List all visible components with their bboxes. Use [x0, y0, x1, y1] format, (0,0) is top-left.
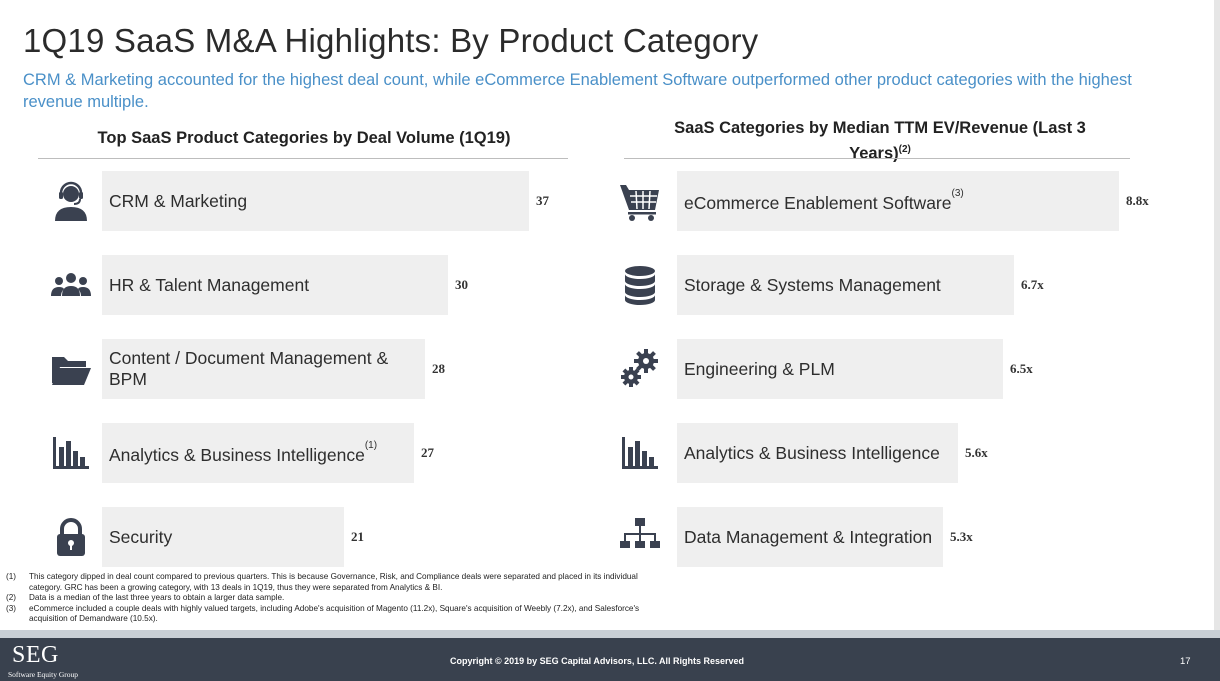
left-chart-title: Top SaaS Product Categories by Deal Volu… [40, 128, 568, 149]
right-chart-rule [624, 158, 1130, 159]
right-chart-bar [677, 339, 1003, 399]
left-chart-bar [102, 423, 414, 483]
right-chart-bar [677, 255, 1014, 315]
left-chart-bar [102, 255, 448, 315]
shopping-cart-icon [618, 179, 662, 223]
right-chart-value-label: 6.5x [1010, 361, 1033, 376]
right-chart-value-label: 6.7x [1021, 277, 1044, 292]
footnote-1-number: (1) [6, 572, 17, 581]
right-chart-category-label: Analytics & Business Intelligence [684, 442, 940, 463]
left-chart-rule [38, 158, 568, 159]
right-chart-category-label: Engineering & PLM [684, 358, 835, 379]
seg-logo-subtitle: Software Equity Group [8, 670, 78, 679]
gears-icon [618, 347, 662, 391]
footnotes: (1) This category dipped in deal count c… [6, 572, 666, 625]
left-chart-bar [102, 339, 425, 399]
headset-user-icon [49, 179, 93, 223]
right-chart-category-label: Data Management & Integration [684, 526, 933, 547]
right-chart-title-sup: (2) [898, 144, 911, 155]
footnote-2-number: (2) [6, 593, 17, 602]
left-chart-value-label: 30 [455, 277, 468, 292]
footnote-3-text: eCommerce included a couple deals with h… [29, 603, 640, 624]
right-edge-strip [1214, 0, 1220, 640]
footer-bar [0, 638, 1220, 681]
users-group-icon [49, 263, 93, 307]
database-icon [618, 263, 662, 307]
left-chart-category-label: Content / Document Management & BPM [109, 348, 389, 389]
left-chart-bar [102, 171, 529, 231]
lock-icon [49, 515, 93, 559]
left-chart-title-text: Top SaaS Product Categories by Deal Volu… [97, 129, 511, 147]
copyright-text: Copyright © 2019 by SEG Capital Advisors… [450, 656, 745, 666]
right-chart-bar [677, 171, 1119, 231]
right-chart-bar [677, 507, 943, 567]
left-chart-value-label: 37 [536, 193, 549, 208]
left-chart-value-label: 27 [421, 445, 434, 460]
right-chart-category-label: Storage & Systems Management [684, 274, 941, 295]
right-chart-title-text: SaaS Categories by Median TTM EV/Revenue… [674, 119, 1086, 163]
right-chart-value-label: 5.6x [965, 445, 988, 460]
page-title: 1Q19 SaaS M&A Highlights: By Product Cat… [23, 22, 759, 59]
left-chart-category-label: Security [109, 526, 173, 547]
footnote-1: (1) This category dipped in deal count c… [6, 572, 666, 593]
left-chart-value-label: 21 [351, 529, 364, 544]
footnote-2-text: Data is a median of the last three years… [29, 593, 285, 602]
footnote-1-text: This category dipped in deal count compa… [29, 572, 638, 592]
footnote-3-number: (3) [6, 603, 17, 613]
right-chart-value-label: 5.3x [950, 529, 973, 544]
footer-accent-band [0, 630, 1220, 638]
org-chart-icon [618, 515, 662, 559]
left-chart-category-label: CRM & Marketing [109, 190, 248, 211]
bar-chart-icon [618, 431, 662, 475]
footnote-3: (3) eCommerce included a couple deals wi… [6, 604, 666, 625]
folder-open-icon [49, 347, 93, 391]
page-subtitle: CRM & Marketing accounted for the highes… [23, 71, 1132, 111]
left-chart-category-label: HR & Talent Management [109, 274, 310, 295]
right-chart-bar [677, 423, 958, 483]
left-chart-value-label: 28 [432, 361, 445, 376]
page-number: 17 [1180, 656, 1191, 667]
right-chart-value-label: 8.8x [1126, 193, 1149, 208]
left-chart-category-label: Analytics & Business Intelligence(1) [109, 439, 378, 465]
seg-logo: SEG [12, 642, 59, 668]
left-chart-bar [102, 507, 344, 567]
bar-chart-icon [49, 431, 93, 475]
footnote-2: (2) Data is a median of the last three y… [6, 593, 666, 604]
right-chart-category-label: eCommerce Enablement Software(3) [684, 187, 964, 213]
